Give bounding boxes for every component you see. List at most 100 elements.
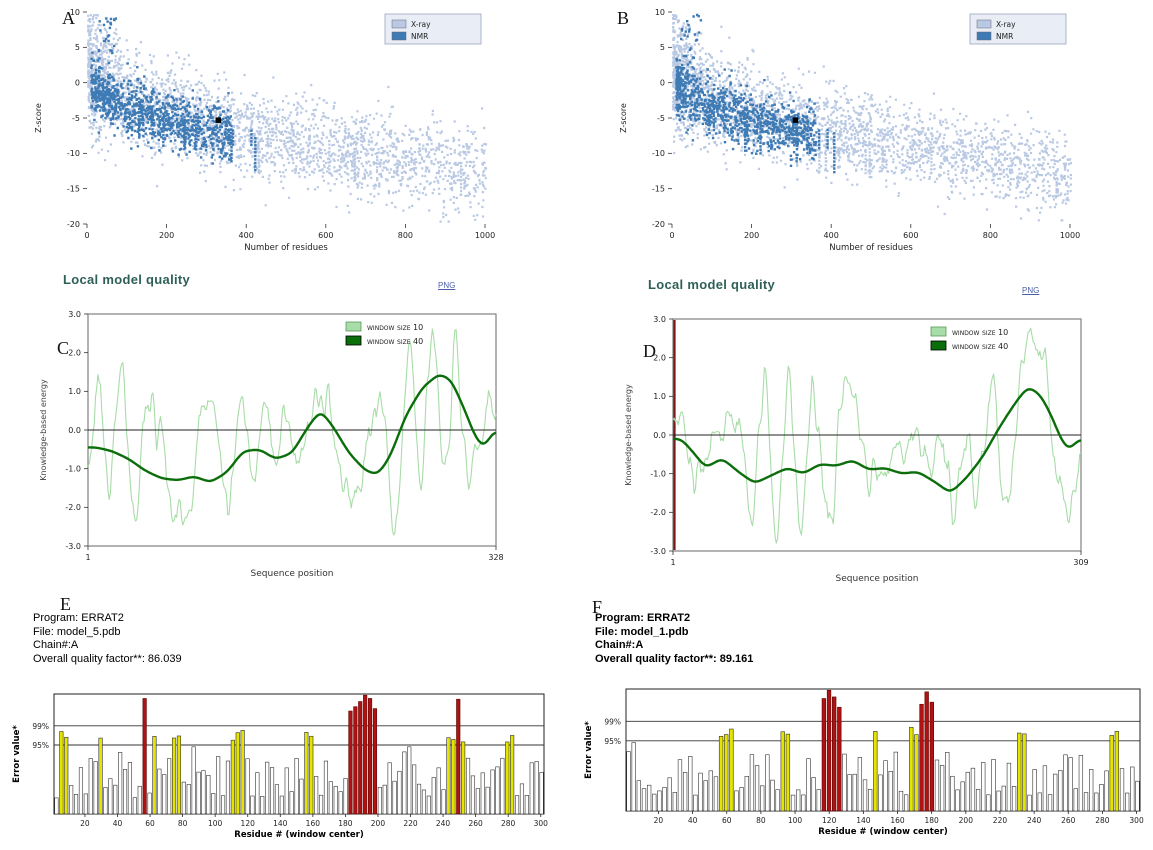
svg-text:X-ray: X-ray — [996, 20, 1016, 29]
svg-text:NMR: NMR — [996, 32, 1013, 41]
svg-text:10: 10 — [70, 8, 80, 17]
error-bar — [631, 742, 636, 812]
error-bar — [688, 756, 693, 812]
svg-text:-20: -20 — [652, 220, 665, 229]
error-bar — [358, 701, 363, 815]
error-bar — [181, 781, 186, 815]
error-bar — [785, 733, 791, 812]
error-bar — [510, 735, 515, 815]
error-bar — [780, 731, 785, 812]
svg-text:Knowledge-based energy: Knowledge-based energy — [624, 384, 633, 486]
errat-chain-line: Chain#:A — [595, 639, 644, 651]
error-bar — [220, 795, 226, 815]
error-bar — [693, 794, 698, 812]
png-download-link-c[interactable]: PNG — [438, 281, 456, 290]
nmr-points — [675, 13, 836, 174]
svg-text:800: 800 — [983, 231, 998, 240]
error-bar — [176, 735, 182, 815]
error-bar — [1130, 766, 1135, 812]
svg-text:400: 400 — [239, 231, 254, 240]
png-download-link-d[interactable]: PNG — [1022, 286, 1040, 295]
error-bar — [847, 774, 852, 812]
error-bar — [54, 797, 59, 815]
error-bar — [412, 764, 417, 815]
error-bar — [142, 698, 147, 815]
error-bar — [78, 767, 84, 815]
error-bar — [852, 773, 857, 812]
svg-text:-3.0: -3.0 — [65, 542, 81, 551]
error-bar — [909, 727, 914, 812]
error-bar — [113, 784, 118, 815]
error-bar — [862, 779, 868, 812]
error-bar — [934, 759, 940, 812]
error-bar — [945, 752, 950, 812]
svg-text:260: 260 — [468, 819, 483, 828]
error-bar — [682, 772, 688, 812]
svg-text:Error value*: Error value* — [584, 721, 594, 779]
error-bar — [888, 771, 893, 812]
error-bar — [372, 708, 378, 815]
xray-points — [87, 14, 488, 223]
svg-text:1000: 1000 — [1060, 231, 1080, 240]
error-bar — [250, 795, 255, 815]
error-bar — [127, 762, 133, 815]
error-bar — [1089, 769, 1094, 812]
nmr-points — [90, 17, 257, 172]
error-bar — [240, 730, 245, 815]
svg-text:Knowledge-based energy: Knowledge-based energy — [39, 379, 48, 481]
svg-text:0: 0 — [669, 231, 674, 240]
svg-text:-3.0: -3.0 — [650, 547, 666, 556]
error-bar — [811, 777, 816, 812]
errat-program-line: Program: ERRAT2 — [595, 612, 691, 624]
error-bar — [495, 766, 500, 815]
error-bar — [122, 769, 128, 815]
panel-label-e: E — [60, 594, 71, 614]
svg-text:window size 40: window size 40 — [367, 337, 423, 346]
svg-text:328: 328 — [488, 553, 503, 562]
model-zscore-point — [215, 117, 222, 123]
error-bar — [465, 757, 471, 815]
error-bar — [641, 788, 647, 812]
error-bar — [713, 776, 719, 812]
errat-program-line: Program: ERRAT2 — [33, 612, 124, 624]
svg-text:1000: 1000 — [475, 231, 495, 240]
error-bar — [698, 772, 703, 812]
svg-text:240: 240 — [436, 819, 451, 828]
error-bar — [524, 795, 529, 815]
error-bar — [289, 791, 294, 815]
error-bar — [485, 786, 490, 815]
error-bar — [708, 770, 713, 812]
error-bar — [402, 751, 407, 815]
error-bar — [147, 792, 152, 815]
error-bar — [348, 710, 353, 815]
errat-chain-line: Chain#:A — [33, 639, 79, 651]
error-bar — [718, 735, 724, 812]
error-bar — [955, 789, 960, 812]
svg-text:1.0: 1.0 — [68, 387, 81, 396]
window10-series — [87, 328, 497, 536]
error-bar — [1104, 770, 1109, 812]
svg-text:1: 1 — [85, 553, 90, 562]
error-bar — [1119, 768, 1125, 812]
error-bar — [505, 741, 510, 815]
error-bar — [260, 796, 265, 815]
error-bar — [328, 781, 333, 815]
error-bar — [914, 734, 919, 812]
error-bar — [201, 770, 206, 815]
svg-text:400: 400 — [824, 231, 839, 240]
svg-text:X-ray: X-ray — [411, 20, 431, 29]
svg-text:-15: -15 — [652, 184, 665, 193]
svg-text:Z-score: Z-score — [34, 103, 43, 133]
error-bar — [235, 732, 240, 815]
error-bar — [796, 789, 801, 812]
error-bar — [69, 785, 74, 815]
svg-text:200: 200 — [371, 819, 386, 828]
error-bar — [636, 780, 642, 812]
error-bar — [1135, 780, 1140, 812]
error-bar — [734, 790, 739, 812]
svg-text:-10: -10 — [67, 149, 80, 158]
svg-text:window size 10: window size 10 — [952, 328, 1008, 337]
error-bar — [73, 794, 79, 815]
error-bar — [1058, 770, 1063, 812]
error-bar — [1047, 794, 1053, 812]
